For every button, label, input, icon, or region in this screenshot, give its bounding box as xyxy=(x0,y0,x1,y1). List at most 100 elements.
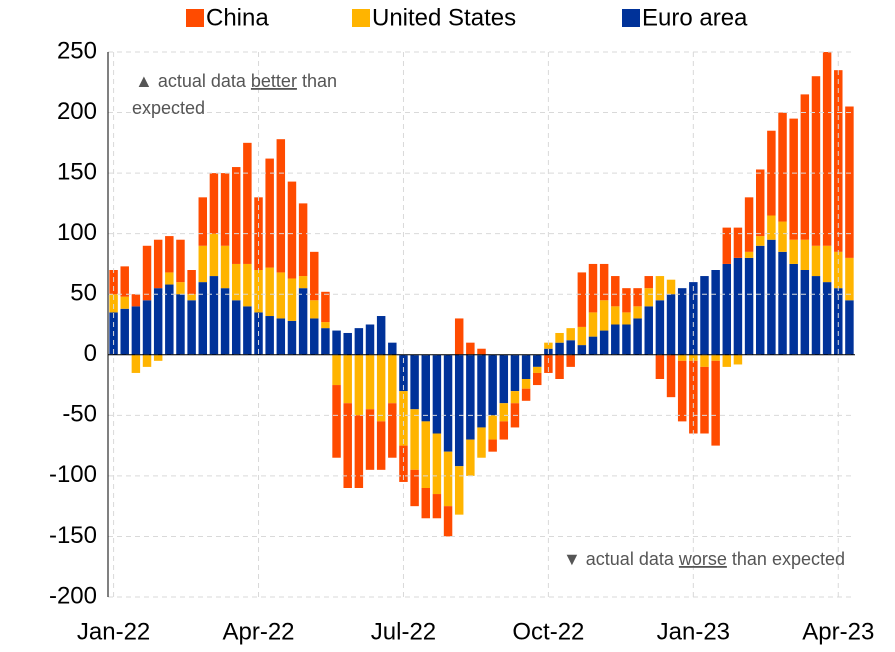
legend-swatch xyxy=(352,9,370,27)
bar xyxy=(722,227,732,264)
bar xyxy=(432,494,442,519)
bar xyxy=(588,336,598,355)
annotation-top: ▲ actual data better than xyxy=(135,71,337,91)
bar xyxy=(521,354,531,379)
bar xyxy=(310,251,319,301)
bar xyxy=(153,239,163,289)
bar xyxy=(789,118,798,240)
legend-label: China xyxy=(206,4,269,31)
bar xyxy=(120,308,129,355)
bar xyxy=(365,409,375,470)
bar xyxy=(800,94,810,240)
bar xyxy=(142,300,152,355)
bar xyxy=(811,76,821,246)
bar xyxy=(443,451,453,507)
bar xyxy=(834,288,843,355)
bar xyxy=(287,181,297,279)
bar xyxy=(533,354,542,367)
bar xyxy=(276,318,286,355)
bar xyxy=(666,354,676,398)
x-tick-label: Apr-22 xyxy=(222,618,294,645)
bar xyxy=(421,354,430,422)
bar xyxy=(321,291,330,323)
bar xyxy=(354,415,364,488)
bar xyxy=(622,288,631,313)
bar xyxy=(209,276,219,355)
y-tick-label: 0 xyxy=(84,340,97,367)
bar xyxy=(577,326,587,346)
bar xyxy=(477,427,486,458)
bar xyxy=(599,300,609,331)
bar xyxy=(343,354,352,404)
y-tick-label: -50 xyxy=(62,401,97,428)
bar xyxy=(243,142,252,264)
plot: -200 -150 -100 -50 0 50 100 150 200 250 Jan-22 Apr-… xyxy=(49,4,874,645)
bar xyxy=(298,288,308,355)
bar xyxy=(332,354,341,386)
y-tick-label: -100 xyxy=(49,461,97,488)
bar xyxy=(142,245,152,301)
legend-label: Euro area xyxy=(642,4,748,31)
bar xyxy=(488,439,497,452)
bar xyxy=(599,330,609,355)
bar xyxy=(176,294,185,355)
bar xyxy=(689,354,698,361)
bar xyxy=(477,348,486,355)
x-tick-label: Oct-22 xyxy=(512,618,584,645)
bar xyxy=(722,354,732,367)
bar xyxy=(432,354,442,434)
bar xyxy=(789,263,798,355)
bar xyxy=(789,239,798,264)
y-tick-label: -200 xyxy=(49,582,97,609)
bar xyxy=(611,324,620,355)
bar xyxy=(466,354,475,440)
bar xyxy=(198,245,208,283)
bar xyxy=(744,197,754,252)
bar xyxy=(454,466,464,515)
bar xyxy=(655,300,665,355)
bar xyxy=(767,239,776,355)
bar xyxy=(410,469,419,507)
bar xyxy=(410,409,419,470)
bar xyxy=(689,282,698,355)
bar xyxy=(454,318,464,355)
bar xyxy=(443,506,453,537)
bar xyxy=(733,257,743,355)
bar xyxy=(198,282,208,355)
bar xyxy=(254,270,263,313)
y-tick-label: -150 xyxy=(49,522,97,549)
bar xyxy=(655,354,665,379)
bar xyxy=(165,284,174,355)
bar xyxy=(220,245,230,289)
bar xyxy=(700,354,709,367)
bar xyxy=(622,324,631,355)
bar xyxy=(711,354,720,361)
bar xyxy=(388,342,397,355)
bar xyxy=(677,354,687,361)
bar xyxy=(700,276,709,355)
bar xyxy=(644,306,653,355)
bar xyxy=(521,379,531,389)
x-tick-label: Jan-23 xyxy=(657,618,730,645)
bar xyxy=(131,354,141,373)
bar xyxy=(677,288,687,355)
bar xyxy=(321,328,330,355)
bar xyxy=(365,324,375,355)
bar xyxy=(332,330,341,355)
x-tick-label: Jan-22 xyxy=(77,618,150,645)
bar xyxy=(622,312,631,325)
bar xyxy=(410,354,419,410)
bar xyxy=(209,233,219,277)
bar xyxy=(376,354,386,422)
bar xyxy=(265,316,274,355)
bar xyxy=(176,239,185,283)
bar xyxy=(499,403,509,422)
bar xyxy=(811,276,821,355)
bar xyxy=(220,288,230,355)
bar xyxy=(432,433,442,495)
bar xyxy=(466,439,475,476)
bar xyxy=(365,354,375,410)
bar xyxy=(711,270,720,355)
bar xyxy=(298,203,308,277)
bar xyxy=(744,251,754,258)
